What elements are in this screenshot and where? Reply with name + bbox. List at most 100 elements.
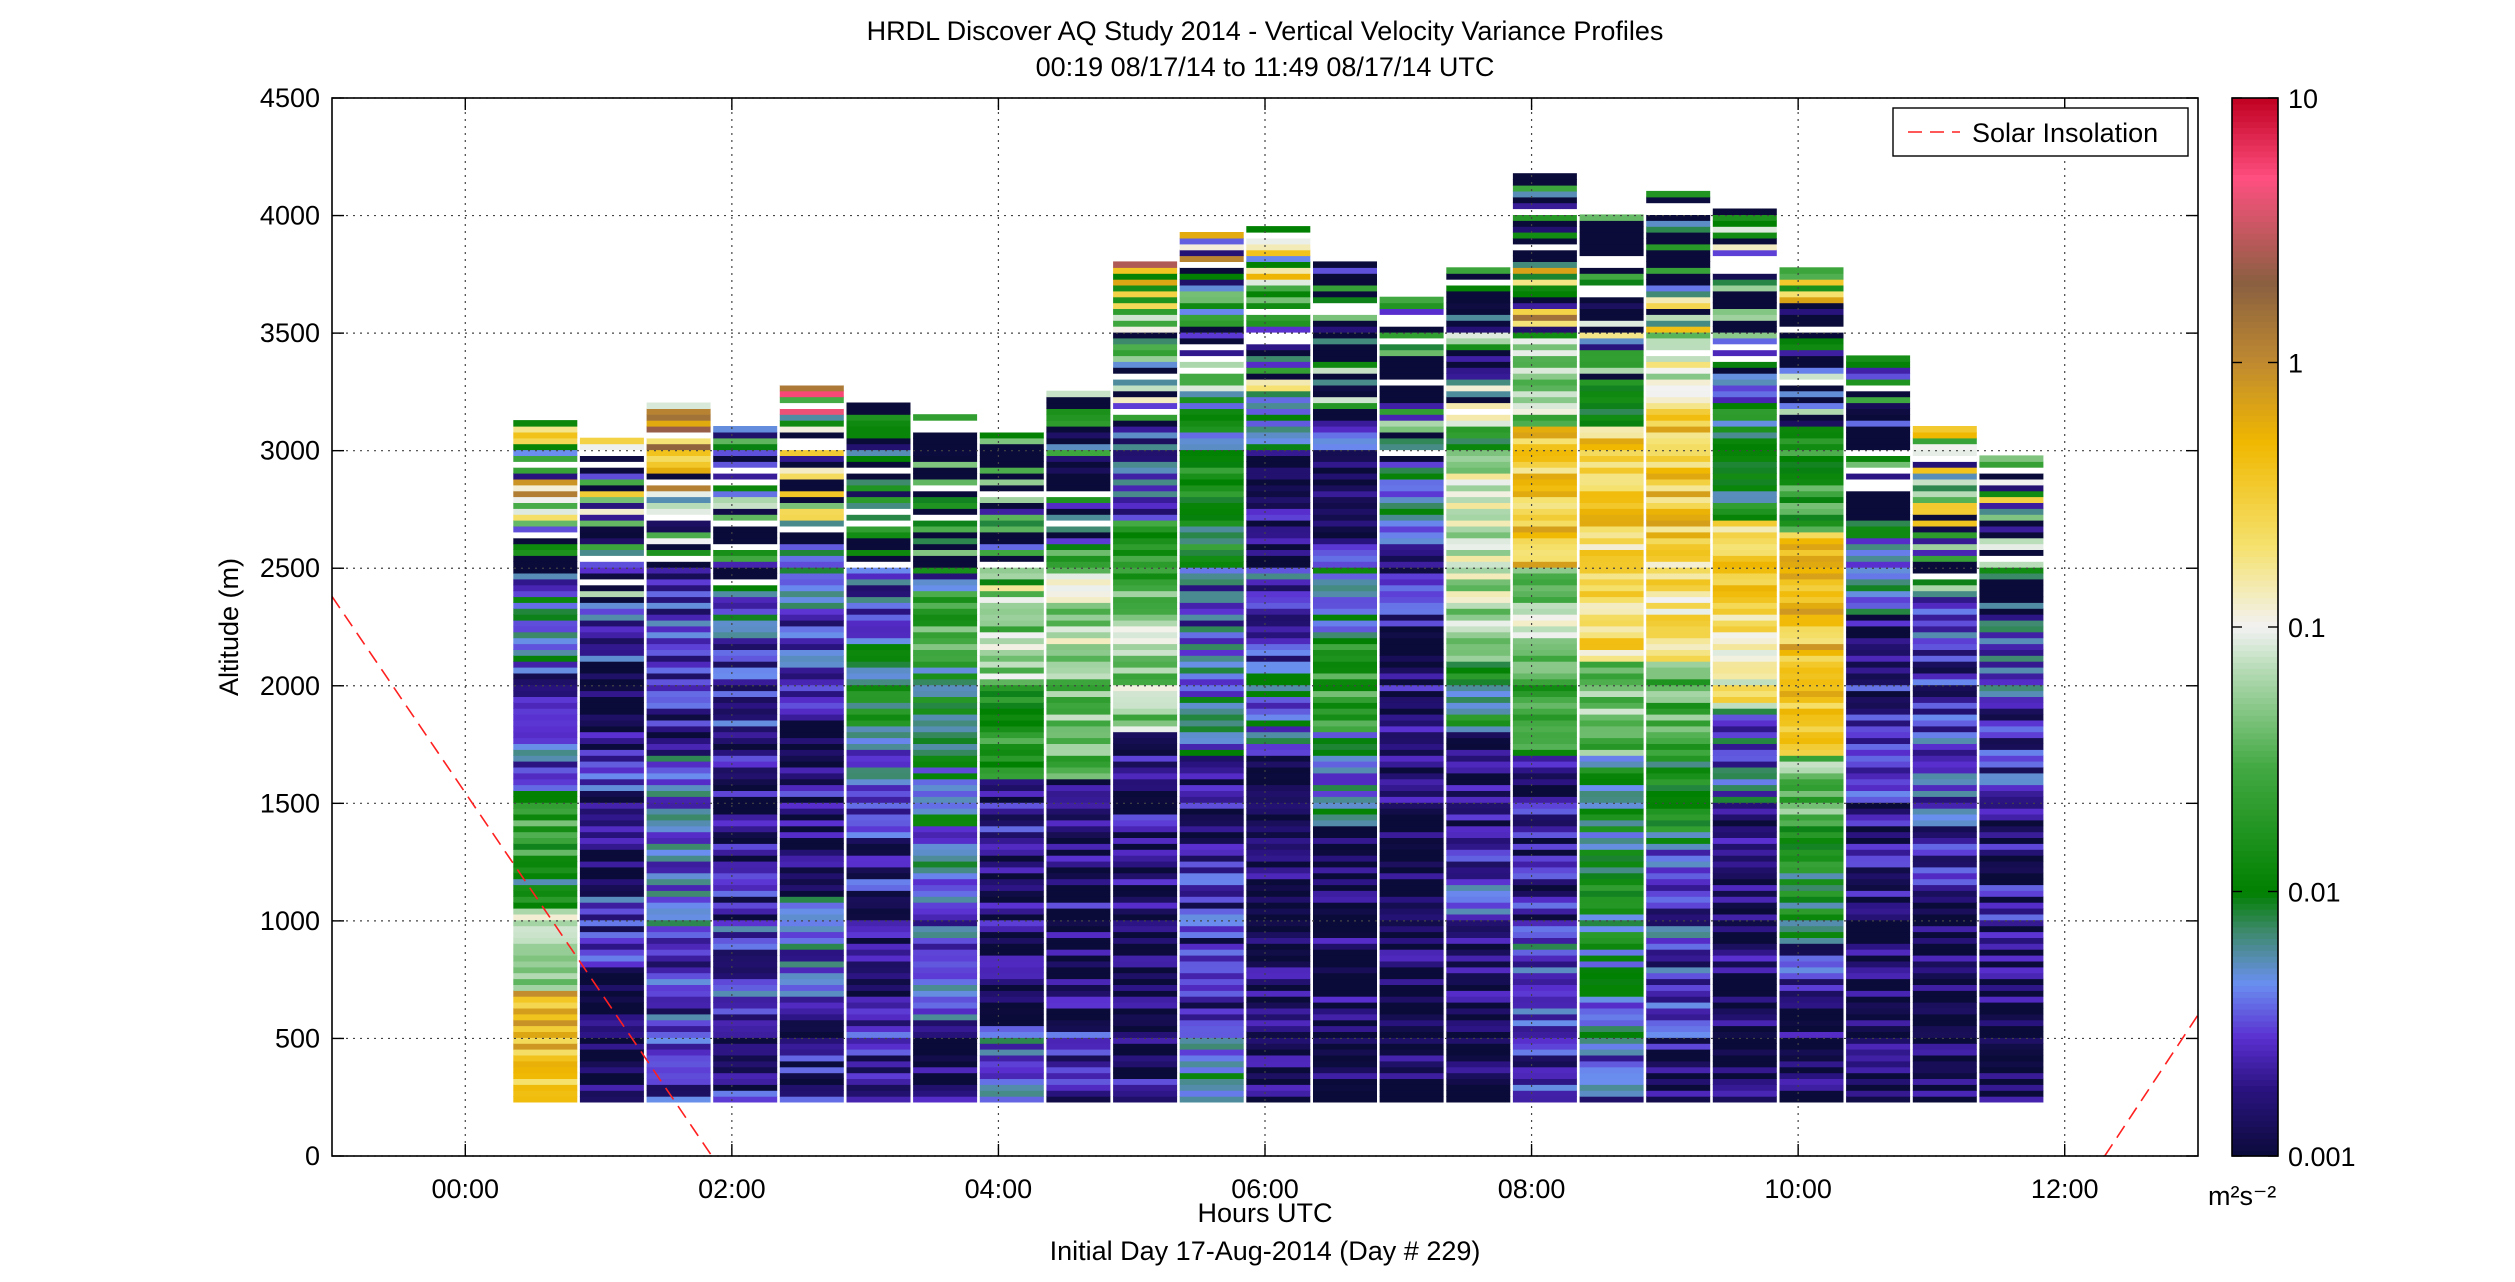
colorbar-swatch bbox=[2232, 433, 2278, 440]
colorbar-swatch bbox=[2232, 145, 2278, 152]
heatmap-cell bbox=[1912, 931, 1977, 938]
heatmap-cell bbox=[1579, 1037, 1644, 1044]
heatmap-cell bbox=[1646, 502, 1711, 509]
heatmap-cell bbox=[713, 990, 778, 997]
heatmap-cell bbox=[1446, 890, 1511, 897]
heatmap-cell bbox=[646, 960, 711, 968]
heatmap-cell bbox=[1846, 984, 1911, 991]
heatmap-cell bbox=[1579, 572, 1644, 580]
heatmap-cell bbox=[779, 960, 844, 968]
heatmap-cell bbox=[1846, 772, 1911, 780]
heatmap-cell bbox=[1446, 1066, 1511, 1074]
heatmap-cell bbox=[579, 972, 644, 980]
heatmap-cell bbox=[1912, 843, 1977, 850]
heatmap-cell bbox=[1446, 320, 1511, 327]
colorbar-swatch bbox=[2232, 679, 2278, 687]
heatmap-cell bbox=[1979, 931, 2044, 938]
heatmap-cell bbox=[646, 655, 711, 662]
heatmap-cell bbox=[1046, 796, 1111, 803]
x-tick-label: 00:00 bbox=[431, 1174, 499, 1204]
colorbar-swatch bbox=[2232, 321, 2278, 328]
heatmap-cell bbox=[1113, 567, 1178, 574]
colorbar-swatch bbox=[2232, 838, 2278, 846]
heatmap-cell bbox=[1313, 637, 1377, 645]
heatmap-cell bbox=[1113, 778, 1178, 786]
heatmap-cell bbox=[1046, 855, 1111, 862]
heatmap-cell bbox=[1779, 308, 1844, 315]
heatmap-cell bbox=[1979, 461, 2044, 468]
heatmap-cell bbox=[1446, 296, 1511, 304]
heatmap-cell bbox=[979, 584, 1044, 592]
heatmap-cell bbox=[913, 561, 978, 568]
heatmap-cell bbox=[579, 525, 644, 533]
heatmap-cell bbox=[913, 1060, 978, 1068]
heatmap-cell bbox=[846, 408, 911, 415]
heatmap-cell bbox=[646, 908, 711, 915]
heatmap-cell bbox=[579, 614, 644, 621]
heatmap-cell bbox=[1779, 925, 1844, 933]
heatmap-cell bbox=[979, 919, 1044, 927]
heatmap-cell bbox=[1712, 925, 1777, 933]
heatmap-cell bbox=[1179, 737, 1244, 744]
heatmap-cell bbox=[1646, 913, 1711, 921]
profile-column-2 bbox=[646, 402, 711, 1103]
heatmap-cell bbox=[1179, 808, 1244, 815]
heatmap-cell bbox=[1379, 684, 1444, 692]
heatmap-cell bbox=[713, 625, 778, 633]
heatmap-cell bbox=[979, 855, 1044, 862]
heatmap-cell bbox=[1046, 890, 1111, 897]
heatmap-cell bbox=[1646, 796, 1711, 803]
heatmap-cell bbox=[1379, 996, 1444, 1003]
heatmap-cell bbox=[1246, 743, 1311, 750]
heatmap-cell bbox=[979, 496, 1044, 503]
heatmap-cell bbox=[1979, 772, 2044, 780]
heatmap-cell bbox=[1712, 919, 1777, 927]
heatmap-cell bbox=[579, 631, 644, 639]
colorbar-swatch bbox=[2232, 744, 2278, 752]
heatmap-cells bbox=[513, 173, 2044, 1103]
heatmap-cell bbox=[846, 714, 911, 721]
heatmap-cell bbox=[1512, 490, 1577, 498]
heatmap-cell bbox=[1579, 1025, 1644, 1032]
heatmap-cell bbox=[1579, 226, 1644, 233]
heatmap-cell bbox=[1113, 714, 1178, 721]
heatmap-cell bbox=[979, 931, 1044, 938]
heatmap-cell bbox=[1712, 796, 1777, 803]
heatmap-cell bbox=[1313, 279, 1377, 286]
heatmap-cell bbox=[713, 514, 778, 521]
heatmap-cell bbox=[1379, 537, 1444, 545]
heatmap-cell bbox=[646, 608, 711, 615]
heatmap-cell bbox=[1179, 931, 1244, 938]
heatmap-cell bbox=[1779, 302, 1844, 309]
heatmap-cell bbox=[579, 937, 644, 944]
heatmap-cell bbox=[1579, 808, 1644, 815]
heatmap-cell bbox=[779, 437, 844, 445]
heatmap-cell bbox=[1512, 502, 1577, 509]
heatmap-cell bbox=[846, 443, 911, 451]
heatmap-cell bbox=[846, 749, 911, 756]
heatmap-cell bbox=[1579, 408, 1644, 415]
heatmap-cell bbox=[713, 890, 778, 897]
heatmap-cell bbox=[1912, 978, 1977, 985]
heatmap-cell bbox=[1579, 567, 1644, 574]
heatmap-cell bbox=[1512, 220, 1577, 227]
heatmap-cell bbox=[579, 514, 644, 521]
heatmap-cell bbox=[513, 843, 578, 850]
heatmap-cell bbox=[1113, 813, 1178, 821]
heatmap-cell bbox=[1979, 755, 2044, 762]
colorbar-swatch bbox=[2232, 662, 2278, 669]
heatmap-cell bbox=[1379, 672, 1444, 680]
heatmap-cell bbox=[1446, 561, 1511, 568]
heatmap-cell bbox=[1912, 937, 1977, 944]
heatmap-cell bbox=[1179, 267, 1244, 274]
colorbar-swatch bbox=[2232, 944, 2278, 951]
heatmap-cell bbox=[1846, 943, 1911, 950]
heatmap-cell bbox=[1712, 326, 1777, 333]
heatmap-cell bbox=[1179, 1031, 1244, 1038]
heatmap-cell bbox=[979, 949, 1044, 956]
heatmap-cell bbox=[1779, 443, 1844, 451]
heatmap-cell bbox=[1579, 337, 1644, 345]
heatmap-cell bbox=[1579, 373, 1644, 380]
heatmap-cell bbox=[1579, 813, 1644, 821]
heatmap-cell bbox=[779, 484, 844, 492]
